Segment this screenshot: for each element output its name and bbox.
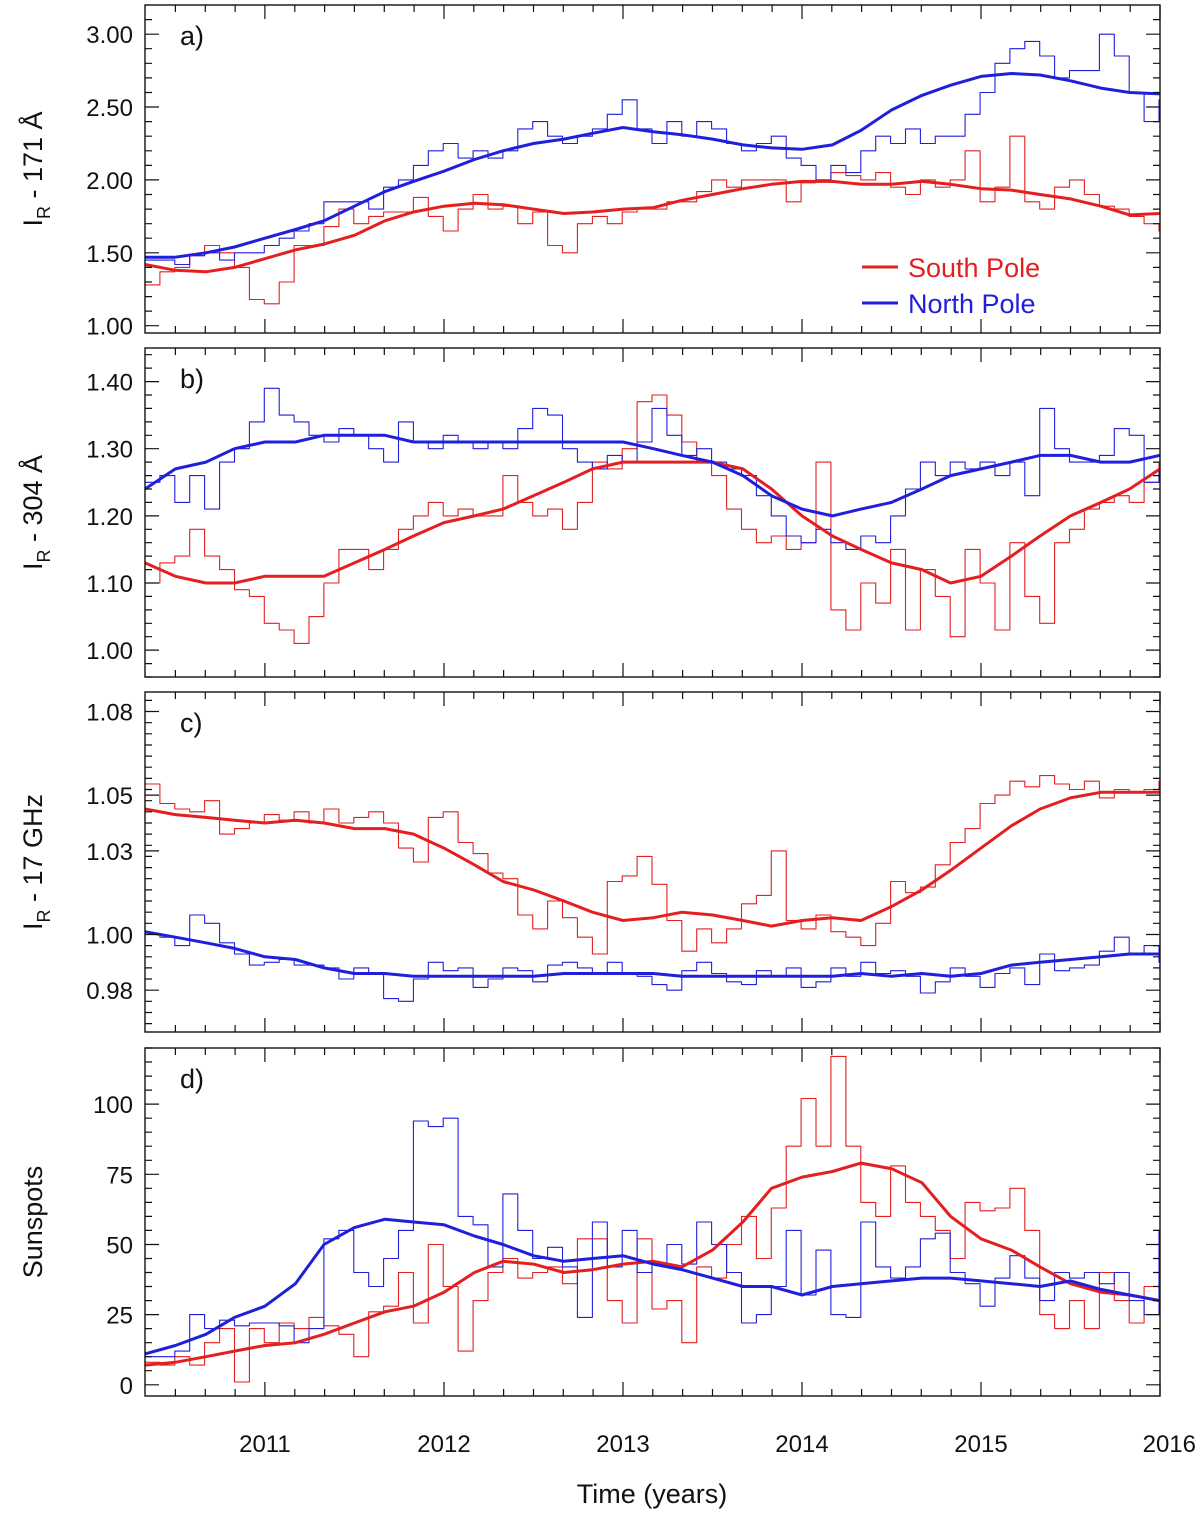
y-tick-label: 1.10 [86,571,133,598]
x-tick-label: 2013 [596,1431,649,1458]
series-north-pole-smoothed [145,433,1160,518]
series-south-pole-smoothed [145,1161,1160,1367]
y-tick-label: 75 [106,1162,133,1189]
y-tick-label: 1.30 [86,437,133,464]
panel-d-series [145,1055,1160,1383]
series-north-pole-monthly [145,1117,1160,1358]
panel-d-y-ticks [145,1047,1160,1386]
x-tick-label: 2015 [954,1431,1007,1458]
y-tick-label: 0.98 [86,978,133,1005]
panel-b-series [145,387,1160,644]
legend-label-south-pole: South Pole [908,253,1040,283]
series-south-pole-smoothed [145,790,1160,928]
series-north-pole-monthly [145,914,1160,1002]
y-tick-label: 1.20 [86,504,133,531]
y-axis-title-b: IR - 304 Å [17,455,54,570]
panel-label-a: a) [180,21,204,51]
x-axis-title: Time (years) [577,1479,728,1509]
panel-c-series [145,775,1160,1002]
x-tick-labels: 2011 2012 2013 2014 2015 2016 [239,1431,1196,1458]
panel-label-b: b) [180,364,204,394]
panel-d-x-ticks [174,1048,1161,1396]
y-tick-label: 1.00 [86,923,133,950]
legend: South Pole North Pole [862,253,1040,319]
y-axis-title-a: IR - 171 Å [17,111,54,226]
y-tick-label: 1.50 [86,241,133,268]
y-axis-title-d: Sunspots [18,1166,48,1279]
series-south-pole-smoothed [145,179,1160,274]
series-north-pole-smoothed [145,1217,1160,1356]
panel-a: 1.00 1.50 2.00 2.50 3.00 a) IR - 171 Å [17,4,1161,341]
series-south-pole-monthly [145,775,1160,955]
panel-a-x-ticks [174,5,1161,333]
y-tick-label: 3.00 [86,22,133,49]
y-tick-label: 1.00 [86,314,133,341]
y-tick-label: 2.00 [86,168,133,195]
legend-label-north-pole: North Pole [908,289,1036,319]
y-tick-label: 1.40 [86,370,133,397]
panel-a-frame [144,4,1161,334]
y-tick-label: 1.08 [86,700,133,727]
series-south-pole-smoothed [145,460,1160,585]
y-tick-label: 100 [93,1092,133,1119]
y-tick-label: 1.05 [86,783,133,810]
panel-b: 1.00 1.10 1.20 1.30 1.40 b) IR - 304 Å [17,347,1161,678]
panel-c-x-ticks [174,692,1161,1032]
x-tick-label: 2011 [239,1431,291,1458]
y-tick-label: 2.50 [86,95,133,122]
series-south-pole-monthly [145,394,1160,644]
panel-d: 0 25 50 75 100 d) Sunspots [18,1047,1161,1400]
x-tick-label: 2016 [1143,1431,1196,1458]
panel-b-x-ticks [174,348,1161,677]
series-north-pole-smoothed [145,930,1160,978]
panel-a-series [145,33,1160,305]
panel-label-d: d) [180,1064,204,1094]
y-axis-title-c: IR - 17 GHz [18,794,54,930]
y-tick-label: 25 [106,1303,133,1330]
panel-label-c: c) [180,708,203,738]
y-tick-label: 1.03 [86,839,133,866]
panel-d-frame [144,1047,1161,1397]
series-south-pole-monthly [145,1055,1160,1383]
series-north-pole-monthly [145,387,1160,550]
series-north-pole-smoothed [145,72,1160,259]
panel-b-y-ticks [145,354,1160,678]
y-tick-label: 0 [120,1373,133,1400]
x-tick-label: 2012 [417,1431,470,1458]
panel-a-y-ticks [145,19,1160,327]
series-north-pole-monthly [145,33,1160,266]
y-tick-label: 1.00 [86,638,133,665]
panel-c-y-ticks [145,699,1160,1025]
x-tick-label: 2014 [775,1431,828,1458]
y-tick-label: 50 [106,1233,133,1260]
panel-c: 0.98 1.00 1.03 1.05 1.08 c) IR - 17 GHz [18,691,1161,1033]
